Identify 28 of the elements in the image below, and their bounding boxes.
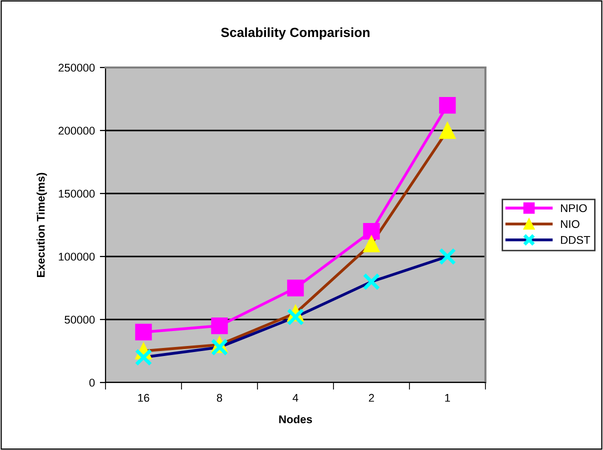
x-tick-label: 1 (445, 394, 450, 402)
point (211, 317, 228, 334)
point (363, 236, 380, 252)
point (362, 273, 380, 290)
x-tick-label: 8 (216, 394, 222, 402)
point (286, 308, 304, 326)
point (438, 248, 456, 266)
x-tick-label: 4 (292, 394, 298, 402)
chart-title: Scalability Comparision (221, 27, 370, 40)
x-tick-label: 16 (138, 394, 150, 402)
y-tick-label: 250000 (58, 64, 95, 72)
y-tick-label: 50000 (64, 316, 95, 324)
legend-label: DDST (561, 236, 590, 244)
point (439, 96, 456, 114)
point (134, 348, 152, 366)
y-tick-label: 0 (89, 378, 95, 387)
legend-label: NIO (561, 220, 580, 228)
y-tick-label: 100000 (58, 252, 95, 261)
point (135, 324, 152, 340)
y-tick-label: 200000 (58, 126, 95, 135)
point (287, 280, 304, 296)
y-tick-label: 150000 (58, 190, 95, 198)
x-axis-title: Nodes (279, 415, 312, 424)
point (363, 222, 380, 240)
legend-label: NPIO (561, 204, 587, 212)
x-tick-label: 2 (368, 394, 374, 402)
y-axis-title: Execution Time(ms) (36, 172, 47, 277)
point (439, 122, 456, 139)
